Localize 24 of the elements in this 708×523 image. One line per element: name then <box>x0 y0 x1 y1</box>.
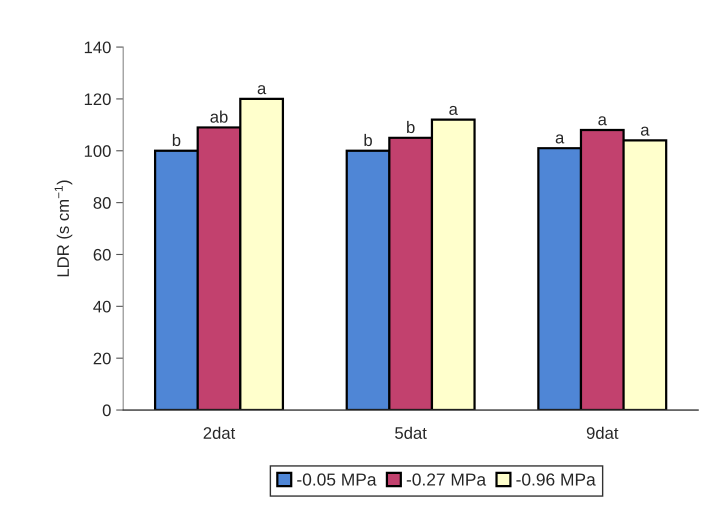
y-tick-label: 140 <box>84 41 111 54</box>
data-label: a <box>598 116 607 126</box>
y-tick-label: 0 <box>102 404 111 416</box>
y-tick-label: 100 <box>84 145 111 157</box>
x-tick-label: 9dat <box>586 426 618 439</box>
data-label: b <box>172 134 180 146</box>
legend-label: -0.27 MPa <box>406 473 486 486</box>
y-tick-label: 20 <box>94 352 111 364</box>
legend-label: -0.05 MPa <box>297 473 377 486</box>
legend-label: -0.96 MPa <box>516 473 596 486</box>
y-tick-label: 80 <box>94 197 111 209</box>
y-tick-label: 60 <box>94 248 111 261</box>
x-tick-label: 2dat <box>204 426 236 439</box>
data-label: b <box>364 134 372 146</box>
data-label: a <box>556 134 564 144</box>
y-axis-title: LDR (s cm$^{−1}$) <box>54 180 72 276</box>
data-label: a <box>640 126 650 136</box>
data-label: b <box>407 120 415 134</box>
y-tick-label: 40 <box>93 300 111 313</box>
data-label: a <box>258 85 266 94</box>
data-label: ab <box>210 110 228 123</box>
x-tick-label: 5dat <box>395 426 427 439</box>
data-label: a <box>449 106 458 115</box>
y-tick-label: 120 <box>84 93 111 106</box>
